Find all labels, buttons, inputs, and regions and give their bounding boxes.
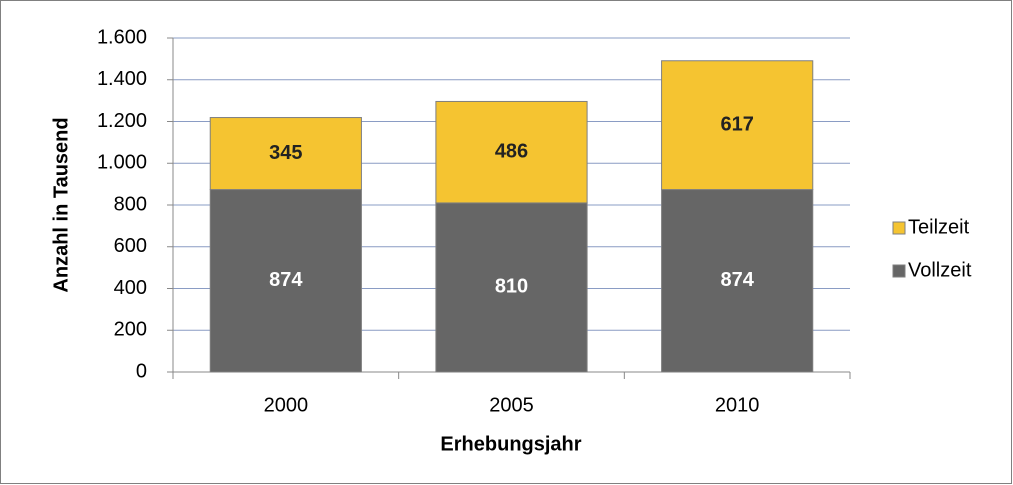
y-tick-label: 1.200 <box>97 110 147 132</box>
y-tick-label: 600 <box>114 235 147 257</box>
x-tick-label: 2005 <box>489 394 534 416</box>
y-tick-label: 800 <box>114 193 147 215</box>
data-label: 874 <box>269 269 303 291</box>
data-label: 874 <box>720 269 754 291</box>
bar-segment <box>435 100 588 204</box>
y-tick-label: 200 <box>114 319 147 341</box>
data-label: 617 <box>720 113 753 135</box>
data-label: 810 <box>495 276 528 298</box>
y-tick-label: 1.000 <box>97 152 147 174</box>
legend-swatch <box>892 264 906 278</box>
bar-segment <box>661 189 814 373</box>
bar-segment <box>209 117 362 191</box>
y-axis-title: Anzahl in Tausend <box>50 117 72 292</box>
bar-segment <box>209 189 362 373</box>
y-tick-label: 1.400 <box>97 68 147 90</box>
legend-label: Teilzeit <box>908 216 970 238</box>
legend-swatch <box>892 221 906 235</box>
bar-segment <box>435 202 588 373</box>
x-tick-label: 2010 <box>715 394 760 416</box>
y-tick-label: 1.600 <box>97 26 147 48</box>
data-label: 486 <box>495 140 528 162</box>
y-tick-label: 0 <box>136 360 147 382</box>
bar-segment <box>661 60 814 191</box>
x-tick-label: 2000 <box>264 394 309 416</box>
x-axis-title: Erhebungsjahr <box>440 433 581 455</box>
y-tick-label: 400 <box>114 277 147 299</box>
legend-label: Vollzeit <box>908 259 972 281</box>
data-label: 345 <box>269 142 302 164</box>
